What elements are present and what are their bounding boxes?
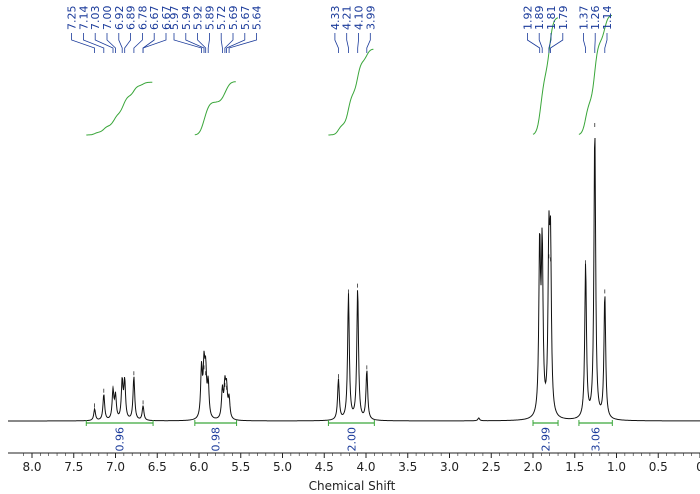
peak-leader-line	[133, 33, 143, 53]
peak-leader-line	[527, 33, 541, 53]
peak-top-marks	[94, 123, 606, 408]
peak-leader-line	[550, 33, 564, 53]
peak-leader-line	[220, 33, 223, 53]
peak-leader-line	[142, 33, 155, 53]
integral-curve	[86, 81, 153, 136]
peak-label: 5.92	[192, 6, 205, 31]
peak-leader-line	[106, 33, 116, 53]
peak-leader-line	[94, 33, 114, 53]
integral-region-marks: 0.96 0.98 2.00 2.99 3.06	[85, 420, 613, 452]
x-tick-label: 0.5	[649, 460, 668, 474]
peak-label: 5.67	[239, 6, 252, 31]
peak-label: 6.78	[136, 6, 149, 31]
x-tick-label: 8.0	[22, 460, 41, 474]
peak-leader-line	[118, 33, 123, 53]
peak-leader-line	[207, 33, 210, 53]
peak-label: 4.10	[353, 6, 366, 31]
peak-label: 7.00	[101, 6, 114, 31]
peak-label: 5.97	[168, 6, 181, 31]
x-axis-title: Chemical Shift	[309, 479, 396, 493]
x-tick-label: 2.5	[482, 460, 501, 474]
x-tick-label: 1.0	[607, 460, 626, 474]
x-tick-label: 1.5	[565, 460, 584, 474]
peak-label: 7.03	[89, 6, 102, 31]
peak-leader-line	[226, 33, 246, 53]
integral-curves	[86, 14, 613, 136]
peak-leader-line	[185, 33, 205, 53]
x-tick-label: 7.5	[64, 460, 83, 474]
x-tick-label: 4.5	[315, 460, 334, 474]
peak-label: 5.72	[215, 6, 228, 31]
peak-label: 1.14	[601, 6, 614, 31]
peak-label: 7.25	[66, 6, 79, 31]
integral-curve	[532, 17, 559, 135]
x-tick-label: 3.5	[398, 460, 417, 474]
integral-value: 0.96	[114, 427, 127, 452]
peak-label: 1.92	[521, 6, 534, 31]
peak-leader-line	[583, 33, 586, 53]
x-tick-label: 0	[696, 460, 700, 474]
peak-label: 1.37	[577, 6, 590, 31]
integral-curve	[194, 81, 236, 136]
x-tick-label: 6.5	[148, 460, 167, 474]
peak-leader-line	[83, 33, 105, 53]
peak-label: 4.33	[329, 6, 342, 31]
integral-value: 2.99	[540, 427, 553, 452]
x-tick-label: 4.0	[356, 460, 375, 474]
peak-label: 1.81	[545, 6, 558, 31]
peak-label: 6.92	[113, 6, 126, 31]
x-tick-label: 7.0	[106, 460, 125, 474]
x-tick-label: 6.0	[189, 460, 208, 474]
x-tick-label: 3.0	[440, 460, 459, 474]
peak-leader-line	[124, 33, 131, 53]
integral-value: 0.98	[210, 427, 223, 452]
peak-label: 4.21	[341, 6, 354, 31]
x-tick-label: 5.0	[273, 460, 292, 474]
peak-leader-line	[538, 33, 543, 53]
peak-leader-line	[224, 33, 234, 53]
integral-curve	[328, 48, 374, 136]
peak-label: 5.94	[180, 6, 193, 31]
peak-leader-line	[346, 33, 349, 53]
peak-label: 1.79	[557, 6, 570, 31]
peak-label: 3.99	[364, 6, 377, 31]
peak-label: 7.14	[77, 6, 90, 31]
peak-label: 6.67	[148, 6, 161, 31]
spectrum-trace	[8, 137, 700, 422]
x-tick-label: 5.5	[231, 460, 250, 474]
peak-leader-line	[548, 33, 552, 53]
integral-value: 2.00	[345, 427, 358, 452]
peak-label: 5.69	[227, 6, 240, 31]
peak-leader-line	[197, 33, 207, 53]
peak-leader-line	[604, 33, 608, 53]
peak-label: 1.26	[589, 6, 602, 31]
x-axis: 8.0 7.5 7.0 6.5 6.0 5.5 5.0 4.5 4.0 3.5 3.0 2.5 2.0 1…	[8, 452, 700, 474]
peak-label: 5.64	[251, 6, 264, 31]
peak-leader-line	[357, 33, 359, 53]
x-tick-label: 2.0	[523, 460, 542, 474]
integral-value: 3.06	[590, 427, 603, 452]
integral-curve	[578, 14, 613, 135]
peak-leader-line	[366, 33, 371, 53]
peak-leader-line	[228, 33, 257, 53]
peak-leader-line	[142, 33, 167, 53]
peak-labels: 7.257.147.037.006.926.896.786.676.675.97…	[66, 6, 614, 53]
peak-leader-line	[173, 33, 202, 53]
peak-label: 6.89	[125, 6, 138, 31]
peak-leader-line	[71, 33, 95, 53]
peak-leader-line	[334, 33, 339, 53]
peak-label: 1.89	[533, 6, 546, 31]
peak-label: 6.67	[160, 6, 173, 31]
peak-label: 5.89	[203, 6, 216, 31]
